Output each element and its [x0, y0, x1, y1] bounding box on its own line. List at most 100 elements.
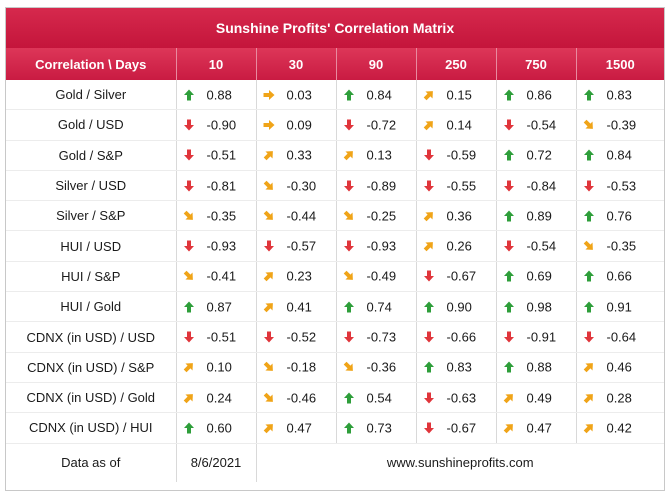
correlation-value: -0.64: [606, 329, 637, 345]
table-row: Gold / S&P -0.51 0.33 0.13 -0.59 0.72 0.84: [6, 140, 664, 171]
correlation-value: -0.90: [206, 117, 237, 133]
correlation-cell: 0.98: [496, 291, 577, 323]
trend-arrow-icon: [583, 301, 594, 313]
row-label: HUI / Gold: [6, 291, 177, 323]
correlation-value: 0.74: [366, 299, 392, 315]
correlation-value: 0.26: [446, 238, 472, 254]
correlation-value: 0.15: [446, 87, 472, 103]
correlation-value: 0.73: [366, 420, 392, 436]
correlation-cell: 0.41: [256, 291, 337, 323]
correlation-cell: 0.86: [496, 80, 577, 111]
table-row: HUI / S&P -0.41 0.23 -0.49 -0.67 0.69 0.66: [6, 261, 664, 293]
trend-arrow-icon: [343, 240, 354, 252]
correlation-cell: 0.73: [336, 412, 417, 444]
row-label: Gold / S&P: [6, 140, 177, 171]
correlation-cell: -0.49: [336, 261, 417, 293]
table-row: CDNX (in USD) / S&P 0.10 -0.18 -0.36 0.83 0.8…: [6, 352, 664, 383]
table-row: CDNX (in USD) / HUI 0.60 0.47 0.73 -0.67 0.47…: [6, 412, 664, 444]
correlation-value: 0.87: [206, 299, 232, 315]
correlation-cell: 0.83: [416, 352, 497, 383]
trend-arrow-icon: [423, 422, 434, 434]
correlation-cell: 0.28: [576, 382, 664, 414]
trend-arrow-icon: [183, 240, 194, 252]
correlation-value: -0.84: [526, 178, 557, 194]
correlation-cell: 0.10: [176, 352, 257, 383]
correlation-cell: -0.52: [256, 321, 337, 353]
correlation-cell: -0.30: [256, 170, 337, 202]
trend-arrow-icon: [423, 180, 434, 192]
correlation-cell: -0.55: [416, 170, 497, 202]
correlation-cell: 0.72: [496, 140, 577, 171]
row-label: Silver / S&P: [6, 200, 177, 232]
correlation-value: 0.28: [606, 390, 632, 406]
correlation-value: -0.54: [526, 238, 557, 254]
correlation-value: 0.23: [286, 268, 312, 284]
correlation-cell: 0.15: [416, 80, 497, 111]
correlation-value: 0.60: [206, 420, 232, 436]
correlation-cell: -0.63: [416, 382, 497, 414]
trend-arrow-icon: [343, 301, 354, 313]
footer-website: www.sunshineprofits.com: [386, 455, 534, 471]
correlation-value: -0.46: [286, 390, 317, 406]
trend-arrow-icon: [503, 89, 514, 101]
day-header: 1500: [576, 48, 664, 80]
day-header: 750: [496, 48, 577, 80]
correlation-cell: -0.89: [336, 170, 417, 202]
correlation-value: 0.09: [286, 117, 312, 133]
correlation-cell: 0.84: [336, 80, 417, 111]
correlation-value: -0.55: [446, 178, 477, 194]
correlation-cell: -0.35: [576, 230, 664, 262]
trend-arrow-icon: [343, 362, 353, 372]
correlation-value: -0.35: [606, 238, 637, 254]
row-label: CDNX (in USD) / USD: [6, 321, 177, 353]
trend-arrow-icon: [183, 89, 194, 101]
correlation-value: 0.46: [606, 359, 632, 375]
correlation-value: -0.81: [206, 178, 237, 194]
correlation-cell: 0.13: [336, 140, 417, 171]
trend-arrow-icon: [183, 119, 194, 131]
correlation-value: -0.44: [286, 208, 317, 224]
correlation-value: 0.47: [286, 420, 312, 436]
correlation-cell: 0.54: [336, 382, 417, 414]
correlation-cell: 0.47: [256, 412, 337, 444]
trend-arrow-icon: [263, 180, 273, 190]
correlation-cell: -0.72: [336, 109, 417, 141]
correlation-cell: -0.51: [176, 321, 257, 353]
trend-arrow-icon: [343, 392, 354, 404]
correlation-value: 0.33: [286, 147, 312, 163]
trend-arrow-icon: [583, 363, 593, 373]
trend-arrow-icon: [183, 363, 193, 373]
correlation-cell: 0.69: [496, 261, 577, 293]
correlation-value: 0.49: [526, 390, 552, 406]
table-row: CDNX (in USD) / USD -0.51 -0.52 -0.73 -0.66 -…: [6, 321, 664, 353]
correlation-value: -0.41: [206, 268, 237, 284]
correlation-cell: 0.49: [496, 382, 577, 414]
correlation-cell: -0.93: [336, 230, 417, 262]
correlation-cell: -0.41: [176, 261, 257, 293]
correlation-value: 0.47: [526, 420, 552, 436]
trend-arrow-icon: [583, 424, 593, 434]
trend-arrow-icon: [583, 393, 593, 403]
correlation-value: 0.24: [206, 390, 232, 406]
matrix-title: Sunshine Profits' Correlation Matrix: [6, 8, 664, 48]
correlation-cell: -0.66: [416, 321, 497, 353]
correlation-value: -0.67: [446, 420, 477, 436]
correlation-cell: 0.42: [576, 412, 664, 444]
correlation-value: -0.66: [446, 329, 477, 345]
correlation-value: 0.13: [366, 147, 392, 163]
correlation-value: -0.63: [446, 390, 477, 406]
correlation-value: -0.53: [606, 178, 637, 194]
trend-arrow-icon: [263, 272, 273, 282]
correlation-cell: 0.23: [256, 261, 337, 293]
trend-arrow-icon: [183, 180, 194, 192]
trend-arrow-icon: [583, 331, 594, 343]
correlation-matrix: Sunshine Profits' Correlation Matrix Cor…: [5, 7, 665, 491]
row-label: HUI / USD: [6, 230, 177, 262]
matrix-body: Gold / Silver 0.88 0.03 0.84 0.15 0.86 0.83 Gol…: [6, 80, 664, 444]
correlation-cell: 0.36: [416, 200, 497, 232]
trend-arrow-icon: [583, 180, 594, 192]
trend-arrow-icon: [183, 393, 193, 403]
correlation-cell: -0.54: [496, 230, 577, 262]
correlation-cell: 0.90: [416, 291, 497, 323]
correlation-cell: -0.90: [176, 109, 257, 141]
